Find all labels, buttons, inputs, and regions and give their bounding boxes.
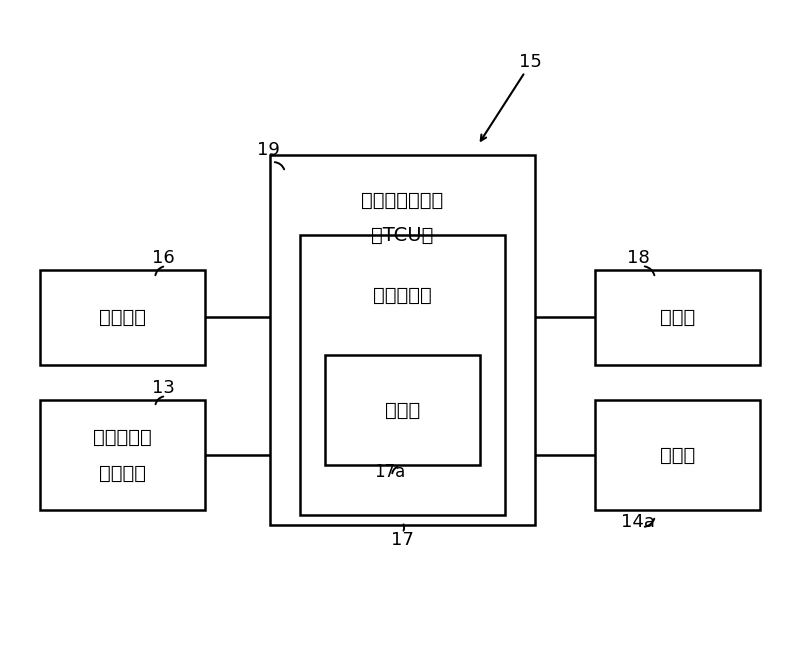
Text: 制动开关: 制动开关 [99, 308, 146, 327]
Bar [595, 400, 760, 510]
Text: 计时器: 计时器 [385, 400, 420, 420]
Bar [595, 270, 760, 365]
Text: 检测装置: 检测装置 [99, 463, 146, 483]
Text: 16: 16 [152, 249, 174, 267]
Bar [40, 400, 205, 510]
Text: 13: 13 [151, 379, 174, 397]
Text: （TCU）: （TCU） [371, 225, 434, 245]
Text: 螺线管: 螺线管 [660, 446, 695, 465]
Bar [40, 270, 205, 365]
Text: 19: 19 [257, 141, 279, 159]
Bar [270, 155, 535, 525]
Text: 17a: 17a [374, 463, 406, 481]
Text: 变速器: 变速器 [660, 308, 695, 327]
Text: 14a: 14a [621, 513, 655, 531]
Bar [300, 235, 505, 515]
Text: 电子控制部: 电子控制部 [373, 286, 432, 304]
Text: 15: 15 [518, 53, 542, 71]
Text: 变速器控制装置: 变速器控制装置 [362, 190, 444, 210]
Text: 18: 18 [626, 249, 650, 267]
Text: 17: 17 [390, 531, 414, 549]
Text: 变速杆位置: 变速杆位置 [93, 428, 152, 446]
Bar [325, 355, 480, 465]
